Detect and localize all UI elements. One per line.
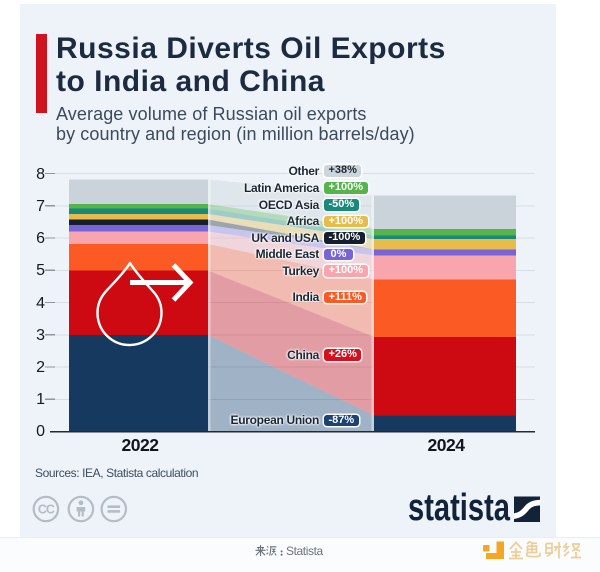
svg-text:CC: CC (38, 503, 55, 517)
svg-text:statista: statista (408, 487, 511, 529)
